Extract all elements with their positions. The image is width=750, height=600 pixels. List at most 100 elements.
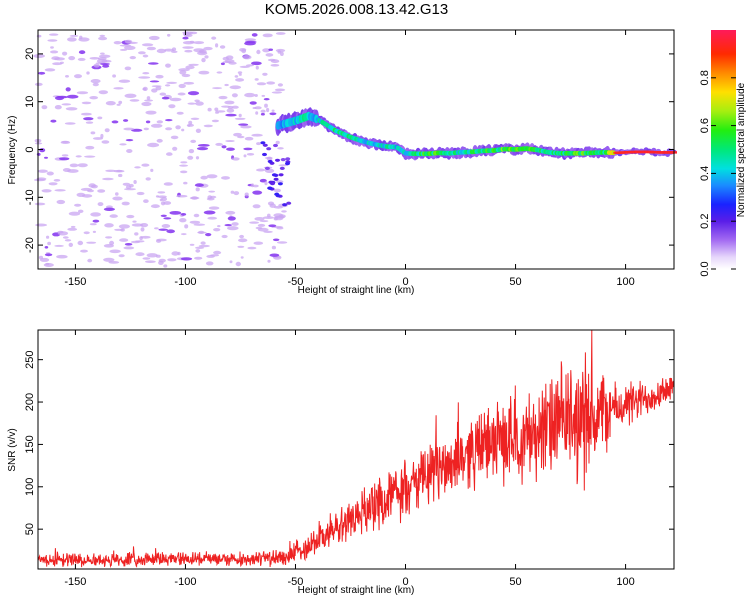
spectrogram-noise-cell — [98, 36, 108, 41]
spectrogram-noise-cell — [183, 81, 195, 85]
spectrogram-noise-cell — [89, 223, 97, 226]
spectrogram-noise-cell — [229, 260, 233, 264]
spectrogram-noise-cell — [34, 82, 43, 86]
spectrogram-noise-cell — [227, 216, 236, 221]
spectrogram-noise-cell — [193, 213, 200, 218]
spectrogram-noise-cell — [121, 201, 130, 206]
spectrogram-noise-cell — [190, 117, 200, 121]
spectrogram-noise-cell — [208, 206, 220, 210]
spectrogram-noise-cell — [114, 228, 124, 231]
spectrogram-noise-cell — [109, 214, 118, 218]
spectrogram-noise-cell — [244, 38, 257, 42]
spectrogram-noise-cell — [231, 93, 238, 98]
spectrogram-noise-cell — [141, 43, 154, 47]
spectrogram-noise-cell — [113, 87, 124, 90]
spectrogram-noise-cell — [177, 92, 186, 96]
spectrogram-noise-cell — [171, 251, 180, 256]
spectrogram-noise-cell — [171, 47, 177, 52]
spectrogram-noise-cell — [226, 108, 235, 113]
spectrogram-noise-cell — [34, 202, 46, 206]
spectrogram-noise-cell — [257, 223, 266, 227]
spectrogram-noise-cell — [75, 155, 82, 158]
spectrogram-noise-cell — [285, 157, 291, 161]
spectrogram-noise-cell — [180, 213, 187, 216]
spectrogram-noise-cell — [145, 110, 157, 115]
spectrogram-noise-cell — [100, 52, 105, 55]
spectrogram-y-tick-label: 10 — [24, 96, 36, 108]
colorbar-tick-label: 0.8 — [699, 70, 711, 85]
spectrogram-noise-cell — [221, 234, 228, 239]
spectrogram-noise-cell — [161, 197, 168, 202]
spectrogram-noise-cell — [118, 173, 123, 178]
spectrogram-noise-cell — [102, 64, 110, 68]
colorbar-tick-label: 0.0 — [699, 261, 711, 276]
spectrogram-noise-cell — [149, 80, 160, 83]
spectrogram-noise-cell — [195, 246, 205, 249]
spectrogram-noise-cell — [126, 214, 135, 219]
spectrogram-noise-cell — [259, 220, 269, 223]
spectrogram-noise-cell — [161, 224, 171, 228]
spectrogram-noise-cell — [83, 231, 90, 235]
snr-x-tick-label: -50 — [288, 576, 304, 588]
spectrogram-noise-cell — [256, 168, 266, 172]
spectrogram-noise-cell — [195, 128, 201, 133]
spectrogram-noise-cell — [205, 261, 214, 266]
spectrogram-noise-cell — [62, 51, 68, 56]
spectrogram-noise-cell — [234, 75, 239, 78]
spectrogram-noise-cell — [273, 238, 280, 242]
spectrogram-noise-cell — [166, 152, 173, 156]
spectrogram-x-label: Height of straight line (km) — [298, 285, 415, 296]
spectrogram-noise-cell — [206, 197, 215, 201]
spectrogram-noise-cell — [273, 143, 278, 148]
spectrogram-noise-cell — [135, 252, 145, 257]
spectrogram-noise-cell — [124, 66, 132, 71]
spectrogram-noise-cell — [145, 260, 156, 264]
spectrogram-noise-cell — [41, 105, 48, 110]
snr-y-label: SNR (v/v) — [7, 428, 18, 471]
spectrogram-noise-cell — [180, 257, 193, 261]
spectrogram-noise-cell — [262, 152, 267, 157]
spectrogram-noise-cell — [254, 94, 258, 97]
spectrogram-noise-cell — [233, 191, 240, 196]
spectrogram-noise-cell — [255, 65, 259, 70]
spectrogram-noise-cell — [225, 210, 236, 215]
spectrogram-noise-cell — [85, 145, 95, 150]
spectrogram-noise-cell — [103, 244, 114, 248]
spectrogram-noise-cell — [219, 45, 226, 49]
spectrogram-noise-cell — [124, 243, 133, 246]
spectrogram-noise-cell — [58, 157, 70, 161]
spectrogram-y-tick-label: 0 — [24, 146, 36, 152]
spectrogram-noise-cell — [86, 71, 90, 75]
spectrogram-noise-cell — [267, 159, 273, 164]
spectrogram-noise-cell — [267, 259, 271, 263]
spectrogram-noise-cell — [275, 158, 280, 162]
spectrogram-noise-cell — [50, 46, 54, 49]
spectrogram-noise-cell — [65, 75, 69, 78]
spectrogram-noise-cell — [215, 142, 223, 146]
spectrogram-noise-cell — [225, 140, 235, 142]
spectrogram-noise-cell — [147, 142, 160, 148]
spectrogram-trace-peak — [621, 151, 625, 154]
spectrogram-noise-cell — [38, 71, 46, 75]
spectrogram-noise-cell — [105, 169, 117, 172]
spectrogram-noise-cell — [142, 54, 149, 58]
spectrogram-noise-cell — [250, 183, 255, 188]
snr-frame — [37, 329, 675, 570]
spectrogram-noise-cell — [167, 258, 177, 262]
spectrogram-noise-cell — [244, 92, 256, 98]
spectrogram-noise-cell — [142, 72, 150, 75]
spectrogram-noise-cell — [74, 74, 82, 79]
spectrogram-noise-cell — [35, 223, 48, 227]
spectrogram-noise-cell — [141, 163, 150, 167]
spectrogram-noise-cell — [213, 250, 222, 255]
spectrogram-noise-cell — [231, 105, 239, 109]
spectrogram-noise-cell — [140, 235, 151, 239]
spectrogram-noise-cell — [92, 219, 100, 223]
spectrogram-noise-cell — [205, 233, 212, 237]
spectrogram-noise-cell — [138, 51, 146, 55]
spectrogram-trace-peak — [654, 151, 658, 154]
spectrogram-noise-cell — [166, 229, 175, 234]
spectrogram-noise-cell — [237, 245, 245, 248]
spectrogram-noise-cell — [262, 72, 268, 76]
spectrogram-noise-cell — [186, 123, 194, 127]
